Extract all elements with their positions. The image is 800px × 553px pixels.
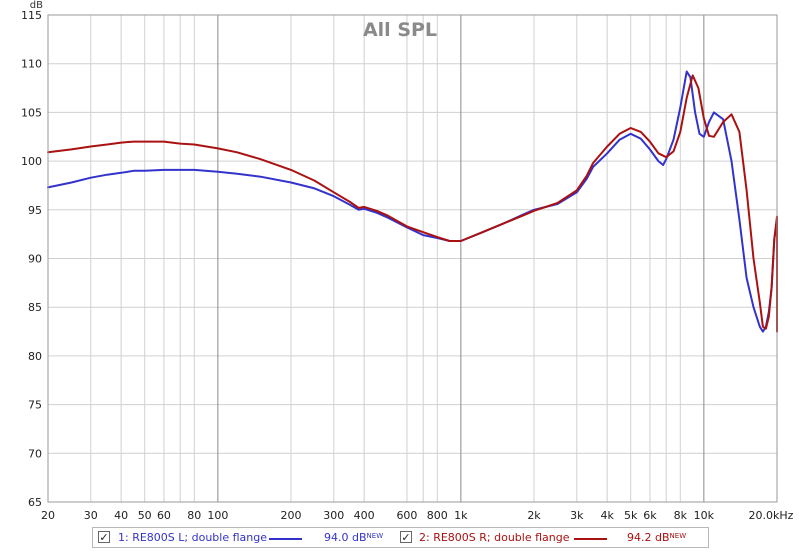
x-tick-label: 80 (187, 509, 201, 522)
x-tick-label: 800 (427, 509, 448, 522)
series-1-swatch (269, 538, 302, 540)
series-1-label: 1: RE800S L; double flange (118, 531, 267, 544)
x-tick-label: 60 (157, 509, 171, 522)
chart-title: All SPL (363, 19, 437, 41)
y-tick-label: 105 (21, 106, 42, 119)
y-tick-label: 75 (28, 399, 42, 412)
series-line-2 (47, 74, 778, 333)
x-tick-label: 3k (570, 509, 584, 522)
legend: ✓ 1: RE800S L; double flange 94.0 dBNEW … (92, 527, 709, 548)
series-2-level-value: 94.2 dB (627, 531, 670, 544)
series-1-level: 94.0 dBNEW (324, 529, 383, 547)
x-tick-label: 1k (454, 509, 468, 522)
y-tick-label: 80 (28, 350, 42, 363)
y-tick-label: 95 (28, 204, 42, 217)
x-tick-label: 300 (323, 509, 344, 522)
series-2-checkbox[interactable]: ✓ (400, 531, 412, 544)
series-1-new-badge: NEW (366, 532, 384, 540)
y-axis-unit: dB (30, 0, 43, 11)
x-tick-label: 20.0kHz (749, 509, 794, 522)
series-1-checkbox[interactable]: ✓ (98, 531, 110, 544)
series-layer (47, 70, 778, 333)
series-line-1 (47, 70, 778, 333)
x-tick-label: 2k (527, 509, 541, 522)
x-tick-label: 200 (281, 509, 302, 522)
series-2-level: 94.2 dBNEW (627, 529, 686, 547)
y-tick-label: 90 (28, 253, 42, 266)
series-2-label: 2: RE800S R; double flange (419, 531, 570, 544)
x-tick-label: 50 (138, 509, 152, 522)
series-2-swatch (574, 538, 607, 540)
x-tick-label: 100 (207, 509, 228, 522)
y-tick-label: 85 (28, 301, 42, 314)
series-1-level-value: 94.0 dB (324, 531, 367, 544)
x-tick-label: 6k (643, 509, 657, 522)
x-tick-label: 40 (114, 509, 128, 522)
x-tick-label: 20 (41, 509, 55, 522)
x-tick-label: 600 (396, 509, 417, 522)
x-tick-label: 5k (624, 509, 638, 522)
x-tick-label: 8k (674, 509, 688, 522)
axes: 65 70 75 80 85 90 95 100 105 110 115 20 30 40 50 60 80 10… (21, 9, 794, 522)
y-tick-label: 110 (21, 58, 42, 71)
y-tick-label: 115 (21, 9, 42, 22)
x-tick-label: 4k (600, 509, 614, 522)
x-tick-label: 30 (84, 509, 98, 522)
y-tick-label: 70 (28, 447, 42, 460)
x-tick-label: 400 (354, 509, 375, 522)
series-2-new-badge: NEW (669, 532, 687, 540)
y-tick-label: 100 (21, 155, 42, 168)
x-tick-label: 10k (694, 509, 715, 522)
y-tick-label: 65 (28, 496, 42, 509)
plot-border (47, 14, 778, 503)
